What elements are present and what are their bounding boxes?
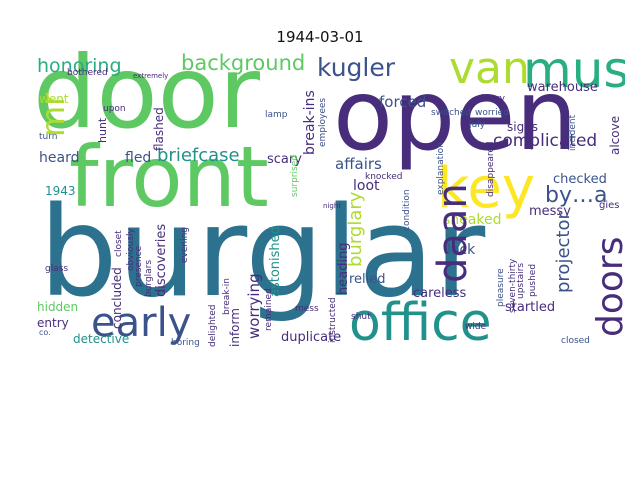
word-delighted: delighted bbox=[208, 304, 218, 347]
word-bothered: bothered bbox=[67, 68, 108, 78]
word-daan: daan bbox=[430, 183, 476, 283]
word-1943: 1943 bbox=[45, 184, 76, 198]
word-pushed: pushed bbox=[528, 263, 538, 297]
word-briefcase: briefcase bbox=[157, 145, 240, 166]
word-went: went bbox=[39, 92, 69, 106]
word-astonished: astonished bbox=[268, 226, 283, 297]
word-shut: shut bbox=[351, 312, 371, 322]
word-surprised: surprised bbox=[290, 155, 300, 197]
word-front: front bbox=[69, 128, 269, 226]
word-entry: entry bbox=[37, 316, 69, 330]
word-break-in: break-in bbox=[222, 278, 232, 315]
word-break-ins: break-ins bbox=[302, 90, 318, 155]
word-discoveries: discoveries bbox=[154, 223, 169, 297]
word-extremely: extremely bbox=[133, 72, 169, 80]
word-key: key bbox=[437, 156, 536, 221]
word-sneaked: sneaked bbox=[443, 212, 502, 228]
word-duplicate: duplicate bbox=[281, 330, 342, 345]
word-evening: evening bbox=[180, 226, 190, 263]
word-wide: wide bbox=[465, 322, 487, 332]
word-closed: closed bbox=[561, 336, 590, 346]
word-lamp: lamp bbox=[265, 110, 288, 120]
word-careless: careless bbox=[413, 286, 467, 301]
word-concluded: concluded bbox=[110, 267, 124, 329]
word-closet: closet bbox=[114, 230, 124, 257]
word-mess: mess bbox=[295, 304, 319, 314]
word-signs: signs bbox=[507, 120, 539, 134]
word-byaa: by…a bbox=[545, 183, 608, 208]
word-honoring: honoring bbox=[37, 55, 122, 77]
word-relied: relied bbox=[349, 272, 386, 287]
word-knocked: knocked bbox=[365, 172, 403, 182]
word-glass: glass bbox=[45, 264, 69, 274]
word-cloud: door open burglar front office van must … bbox=[33, 47, 625, 355]
word-burglar: burglar bbox=[39, 181, 486, 325]
word-turn: turn bbox=[39, 132, 58, 142]
word-flashed: flashed bbox=[152, 107, 166, 151]
word-boring: boring bbox=[171, 338, 200, 348]
word-disappeared: disappeared bbox=[486, 141, 496, 197]
word-early: early bbox=[91, 300, 192, 346]
word-heard: heard bbox=[39, 150, 80, 166]
word-scary: scary bbox=[267, 152, 302, 167]
word-pleasure: pleasure bbox=[496, 268, 506, 307]
word-night: night bbox=[323, 202, 342, 210]
word-mr: mr bbox=[34, 92, 72, 137]
word-office: office bbox=[349, 293, 492, 353]
word-van: van bbox=[449, 47, 530, 94]
word-gies: gies bbox=[599, 200, 620, 211]
word-warehouse: warehouse bbox=[527, 80, 598, 95]
word-co: co. bbox=[39, 328, 51, 337]
word-alcove: alcove bbox=[608, 115, 622, 155]
word-complicated: complicated bbox=[493, 131, 598, 151]
word-background: background bbox=[181, 51, 306, 75]
word-affairs: affairs bbox=[335, 155, 382, 173]
word-incident: incident bbox=[568, 114, 578, 151]
word-instructed: instructed bbox=[328, 297, 338, 343]
word-presence: presence bbox=[134, 245, 144, 287]
word-detective: detective bbox=[73, 332, 130, 346]
word-employees: employees bbox=[318, 97, 328, 147]
word-forced: forced bbox=[379, 93, 427, 111]
word-upon: upon bbox=[103, 104, 126, 114]
word-remained: remained bbox=[264, 288, 274, 331]
word-messy: messy bbox=[529, 204, 571, 219]
word-must: must bbox=[523, 47, 625, 99]
word-obviously: obviously bbox=[126, 228, 136, 271]
word-explanation: explanation bbox=[436, 142, 446, 195]
word-checked: checked bbox=[553, 172, 607, 187]
word-hurry: hurry bbox=[481, 94, 505, 104]
word-doors: doors bbox=[590, 236, 625, 337]
word-condition: condition bbox=[402, 189, 412, 231]
word-loot: loot bbox=[353, 178, 380, 194]
word-hidden: hidden bbox=[37, 300, 79, 314]
word-hunt: hunt bbox=[96, 117, 109, 143]
word-seven-thirty: seven-thirty bbox=[508, 258, 518, 313]
word-open: open bbox=[333, 59, 578, 173]
word-projector: projector bbox=[553, 212, 574, 293]
word-door: door bbox=[33, 47, 260, 151]
word-burglars: burglars bbox=[144, 259, 154, 297]
word-worried: worried bbox=[475, 108, 509, 118]
word-switched: switched bbox=[431, 108, 471, 118]
word-upstairs: upstairs bbox=[516, 262, 526, 299]
word-july: july bbox=[469, 120, 486, 130]
word-kugler: kugler bbox=[317, 53, 396, 82]
word-worrying: worrying bbox=[245, 273, 263, 339]
word-fled: fled bbox=[125, 150, 152, 166]
chart-title: 1944-03-01 bbox=[276, 28, 364, 46]
word-lock: lock bbox=[447, 242, 476, 258]
word-heading: heading bbox=[336, 242, 351, 295]
word-startled: startled bbox=[505, 300, 556, 315]
